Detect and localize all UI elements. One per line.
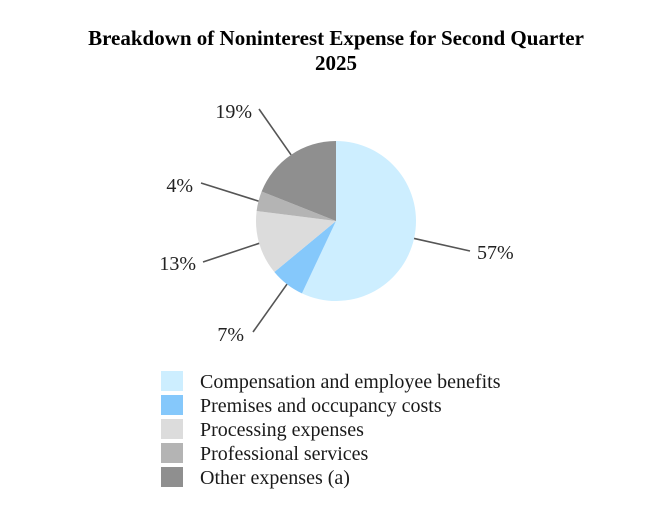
slice-percent-label: 19% [215,101,252,123]
legend-swatch [161,419,183,439]
leader-line [200,182,259,202]
pie-slice [256,210,336,272]
pie-slice [261,141,336,221]
pie-slice [274,221,336,294]
leader-line [202,242,260,263]
leader-line [413,237,471,252]
pie-slices [256,141,416,301]
legend-swatch [161,395,183,415]
legend-swatch [161,371,183,391]
pie-slice [301,141,416,301]
legend-label: Professional services [200,443,369,465]
leader-line [258,108,292,156]
legend-swatch [161,443,183,463]
slice-percent-label: 4% [166,175,193,197]
pie-leader-lines [200,108,471,333]
pie-percent-labels: 57% 7% 13% 4% 19% [159,101,513,346]
pie-slice [256,191,336,221]
slice-percent-label: 13% [159,253,196,275]
legend-label: Processing expenses [200,419,364,441]
chart-title-line-1: Breakdown of Noninterest Expense for Sec… [88,26,584,50]
leader-line [252,283,288,333]
slice-percent-label: 7% [217,324,244,346]
legend: Compensation and employee benefitsPremis… [161,371,501,489]
legend-label: Compensation and employee benefits [200,371,501,393]
legend-label: Other expenses (a) [200,467,350,489]
slice-percent-label: 57% [477,242,514,264]
chart-title-line-2: 2025 [315,51,357,75]
legend-swatch [161,467,183,487]
legend-label: Premises and occupancy costs [200,395,442,417]
